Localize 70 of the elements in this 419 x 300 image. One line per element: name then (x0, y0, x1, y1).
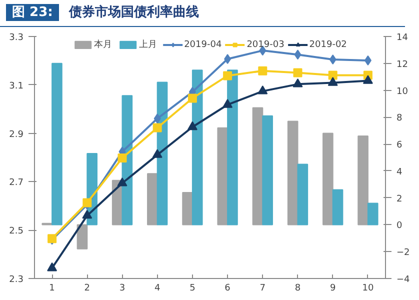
bar (322, 132, 334, 226)
y-tick-label: 2.9 (9, 130, 24, 140)
bar (227, 70, 238, 226)
x-tick-label: 3 (119, 284, 126, 294)
y2-tick-label: −2 (396, 248, 410, 258)
y-tick-label: 2.3 (9, 275, 24, 285)
bar (76, 224, 88, 250)
x-tick-label: 2 (84, 284, 90, 294)
point (329, 54, 336, 64)
point (294, 50, 302, 60)
y2-tick-label: 2 (396, 194, 402, 204)
y2-tick-label: 10 (396, 86, 408, 97)
bar (287, 120, 298, 226)
point (82, 210, 92, 219)
point (258, 85, 268, 94)
x-tick-label: 7 (260, 284, 266, 294)
bar (297, 164, 308, 226)
y-tick-label: 3.3 (9, 33, 24, 43)
point (222, 99, 233, 108)
point (118, 153, 127, 162)
y-tick-label: 3.1 (9, 81, 24, 92)
legend-label: 2019-04 (184, 40, 222, 50)
chart-title: 图 23: (6, 4, 59, 21)
bar (358, 135, 368, 226)
y2-tick-label: 6 (396, 140, 402, 151)
x-tick-label: 10 (362, 284, 374, 294)
y2-tick-label: 4 (396, 167, 402, 178)
y-tick-label: 2.5 (9, 226, 24, 237)
point (152, 149, 162, 158)
y2-tick-label: 8 (396, 114, 402, 124)
point (293, 68, 302, 78)
y2-tick-label: 0 (396, 221, 402, 232)
point (328, 77, 338, 86)
point (258, 66, 268, 76)
bar (332, 189, 344, 226)
bar (192, 70, 203, 226)
legend-label: 2019-02 (309, 40, 347, 50)
x-tick-label: 1 (49, 284, 55, 294)
x-tick-label: 9 (330, 284, 336, 294)
point (47, 262, 58, 272)
x-tick-label: 6 (224, 284, 231, 294)
y2-tick-label: 12 (396, 60, 408, 70)
point (152, 123, 162, 132)
point (292, 78, 303, 88)
x-tick-label: 5 (190, 284, 196, 294)
point (187, 121, 198, 130)
bar (52, 62, 62, 226)
bar (147, 173, 158, 226)
y-tick-label: 2.7 (9, 178, 24, 188)
chart-subtitle: 债券市场国债利率曲线 (68, 5, 199, 20)
legend-label: 本月 (94, 38, 114, 51)
legend-label: 上月 (139, 38, 158, 51)
point (154, 114, 161, 124)
point (364, 55, 372, 66)
bar (217, 127, 228, 226)
point (362, 75, 373, 84)
point (328, 70, 338, 80)
x-tick-label: 8 (294, 284, 301, 294)
bar (182, 192, 193, 226)
point (224, 54, 232, 64)
x-tick-label: 4 (154, 284, 160, 294)
y2-tick-label: 14 (396, 33, 408, 43)
point (82, 198, 92, 208)
legend-label: 2019-03 (246, 40, 284, 50)
bar (367, 202, 378, 226)
point (188, 94, 197, 103)
point (223, 71, 232, 80)
point (117, 177, 128, 186)
y2-tick-label: −4 (396, 275, 410, 285)
bar (262, 115, 273, 226)
